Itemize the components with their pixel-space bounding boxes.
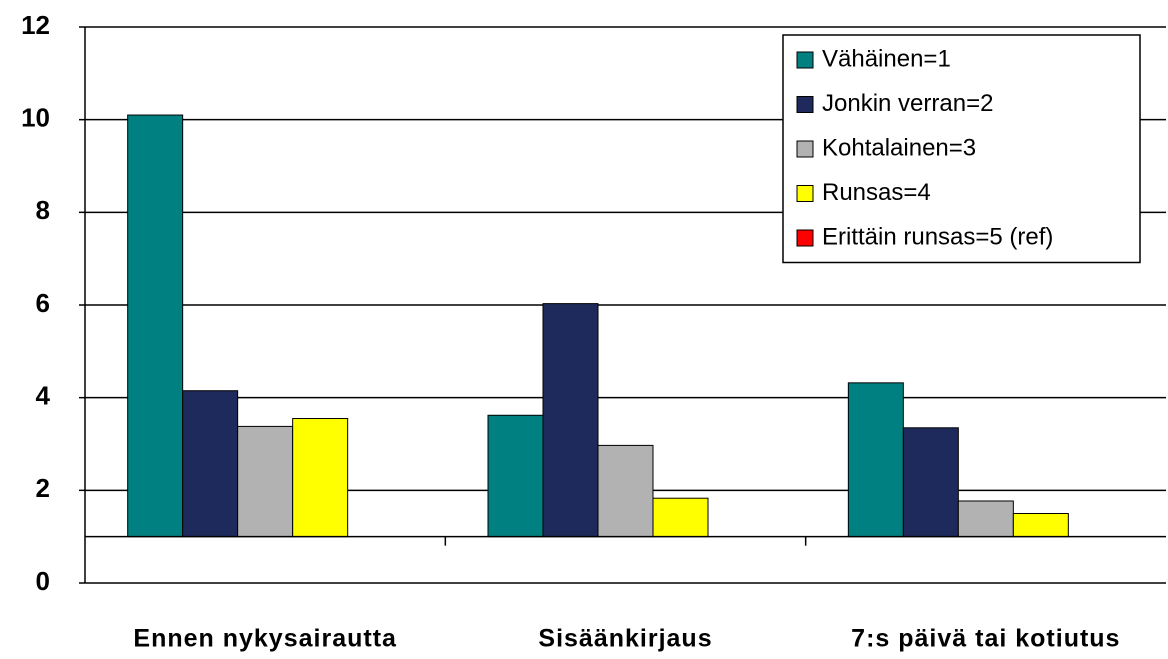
bar [237, 425, 294, 538]
x-tick-label: Ennen nykysairautta [133, 625, 397, 653]
legend-swatch [796, 140, 814, 158]
legend-label: Runsas=4 [822, 179, 931, 206]
bar [182, 390, 239, 538]
y-tick-label: 2 [36, 473, 50, 503]
bar [597, 444, 654, 538]
legend [782, 34, 1141, 264]
bar [1012, 513, 1069, 538]
bar [487, 414, 544, 538]
y-tick-label: 12 [21, 10, 50, 40]
x-tick-label: 7:s päivä tai kotiutus [851, 625, 1120, 653]
bar [127, 114, 184, 538]
legend-swatch [796, 229, 814, 247]
bar [902, 427, 959, 538]
legend-swatch [796, 51, 814, 69]
legend-label: Kohtalainen=3 [822, 134, 976, 161]
legend-label: Erittäin runsas=5 (ref) [822, 223, 1053, 250]
bar [957, 500, 1014, 538]
legend-swatch [796, 96, 814, 113]
y-tick-label: 10 [21, 103, 50, 133]
y-tick-label: 0 [36, 566, 50, 596]
y-tick-label: 8 [36, 195, 50, 225]
y-tick-label: 6 [36, 288, 50, 318]
y-tick-label: 4 [36, 381, 51, 411]
legend-label: Jonkin verran=2 [822, 90, 993, 117]
bar [292, 418, 349, 538]
legend-swatch [796, 185, 814, 202]
bar [542, 303, 599, 538]
bar [652, 497, 709, 538]
bar [847, 382, 904, 538]
x-tick-label: Sisäänkirjaus [538, 625, 712, 653]
legend-label: Vähäinen=1 [822, 45, 951, 72]
